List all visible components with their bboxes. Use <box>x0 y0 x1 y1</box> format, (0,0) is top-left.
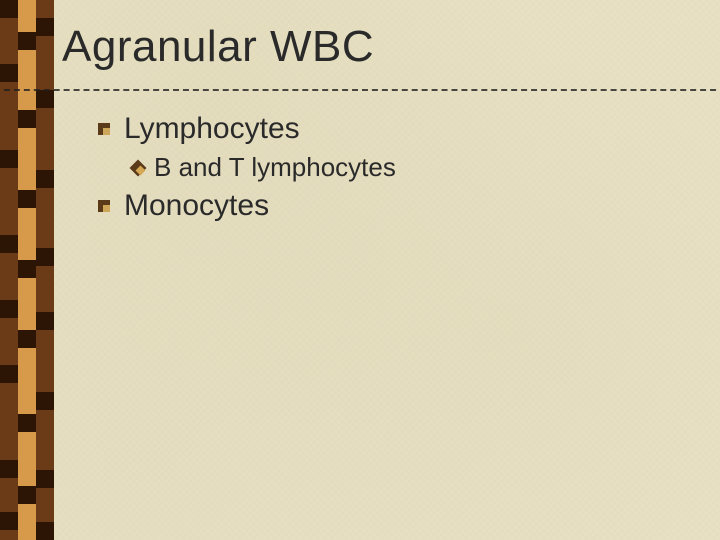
strip-square <box>36 522 54 540</box>
bullet-level1-icon <box>98 123 110 135</box>
strip-square <box>0 460 18 478</box>
slide-title: Agranular WBC <box>62 22 374 72</box>
strip-square <box>36 470 54 488</box>
slide-content: Lymphocytes B and T lymphocytes Monocyte… <box>98 112 690 229</box>
list-item-label: Monocytes <box>124 189 269 222</box>
strip-square <box>18 260 36 278</box>
strip-column-1 <box>0 0 18 540</box>
strip-square <box>0 64 18 82</box>
decorative-side-strip <box>0 0 54 540</box>
list-item: Monocytes <box>98 189 690 223</box>
bullet-level2-icon <box>132 162 144 174</box>
list-subitem-label: B and T lymphocytes <box>154 152 396 182</box>
strip-column-3 <box>36 0 54 540</box>
strip-square <box>36 312 54 330</box>
list-item-label: Lymphocytes <box>124 112 300 145</box>
strip-square <box>36 392 54 410</box>
strip-square <box>36 18 54 36</box>
slide: Agranular WBC Lymphocytes B and T lympho… <box>0 0 720 540</box>
strip-square <box>18 414 36 432</box>
strip-square <box>18 330 36 348</box>
strip-square <box>0 365 18 383</box>
title-divider <box>0 89 720 91</box>
strip-column-2 <box>18 0 36 540</box>
bullet-level1-icon <box>98 200 110 212</box>
strip-square <box>18 110 36 128</box>
strip-square <box>0 0 18 18</box>
strip-square <box>0 512 18 530</box>
list-item: Lymphocytes <box>98 112 690 146</box>
strip-square <box>36 248 54 266</box>
strip-square <box>36 170 54 188</box>
strip-square <box>18 190 36 208</box>
strip-square <box>0 150 18 168</box>
strip-square <box>0 300 18 318</box>
list-subitem: B and T lymphocytes <box>98 152 690 183</box>
strip-square <box>18 32 36 50</box>
strip-square <box>36 90 54 108</box>
strip-square <box>18 486 36 504</box>
strip-square <box>0 235 18 253</box>
